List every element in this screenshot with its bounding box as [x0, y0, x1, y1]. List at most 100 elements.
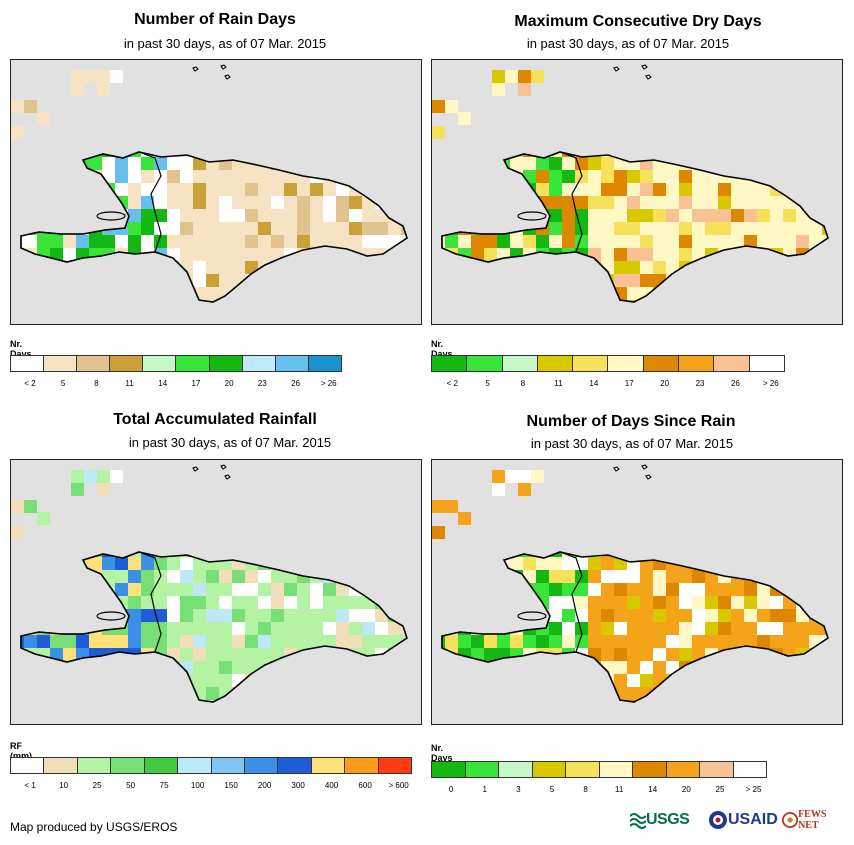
raster-cell: [219, 570, 232, 583]
raster-cell: [310, 287, 323, 300]
raster-cell: [744, 152, 757, 157]
raster-cell: [458, 700, 471, 702]
usgs-text: USGS: [646, 811, 690, 828]
raster-cell: [510, 183, 523, 196]
raster-cell: [549, 583, 562, 596]
raster-cell: [640, 222, 653, 235]
raster-cell: [445, 674, 458, 687]
raster-cell: [219, 274, 232, 287]
raster-cell: [731, 648, 744, 661]
raster-cell: [640, 661, 653, 674]
raster-cell: [50, 152, 63, 157]
islet-cell: [97, 83, 110, 96]
haiti-border: [20, 551, 162, 663]
raster-cell: [24, 674, 37, 687]
raster-cell: [718, 609, 731, 622]
raster-cell: [271, 300, 284, 302]
raster-cell: [310, 674, 323, 687]
islet-cell: [432, 100, 445, 113]
raster-cell: [796, 700, 809, 702]
raster-cell: [601, 222, 614, 235]
raster-cell: [770, 635, 783, 648]
raster-cell: [24, 557, 37, 570]
raster-cell: [115, 170, 128, 183]
raster-cell: [809, 661, 822, 674]
raster-cell: [180, 209, 193, 222]
raster-cell: [37, 209, 50, 222]
raster-cell: [757, 261, 770, 274]
raster-cell: [323, 609, 336, 622]
raster-cell: [640, 183, 653, 196]
raster-cell: [50, 557, 63, 570]
raster-cell: [744, 661, 757, 674]
raster-cell: [115, 248, 128, 261]
raster-cell: [523, 170, 536, 183]
raster-cell: [835, 209, 843, 222]
raster-cell: [102, 261, 115, 274]
raster-cell: [627, 552, 640, 557]
raster-cell: [128, 300, 141, 302]
raster-cell: [89, 157, 102, 170]
raster-cell: [310, 274, 323, 287]
raster-cell: [37, 300, 50, 302]
raster-cell: [757, 700, 770, 702]
raster-cell: [258, 552, 271, 557]
raster-cell: [796, 635, 809, 648]
raster-cell: [679, 622, 692, 635]
raster-cell: [323, 152, 336, 157]
raster-cell: [484, 635, 497, 648]
raster-cell: [336, 196, 349, 209]
raster-cell: [219, 152, 232, 157]
raster-cell: [310, 622, 323, 635]
raster-cell: [458, 170, 471, 183]
raster-cell: [167, 609, 180, 622]
raster-cell: [640, 700, 653, 702]
raster-cell: [349, 235, 362, 248]
raster-cell: [271, 183, 284, 196]
raster-cell: [445, 635, 458, 648]
legend-tick-label: < 2: [24, 379, 36, 388]
raster-cell: [63, 209, 76, 222]
raster-cell: [76, 700, 89, 702]
raster-cell: [310, 635, 323, 648]
raster-cell: [21, 674, 24, 687]
raster-cell: [653, 235, 666, 248]
raster-cell: [24, 687, 37, 700]
legend-ticks: 0 1 3 5 8 11 14 20 25 > 25: [431, 785, 851, 797]
raster-cell: [232, 596, 245, 609]
raster-cell: [601, 183, 614, 196]
raster-cell: [245, 674, 258, 687]
raster-cell: [128, 570, 141, 583]
raster-cell: [497, 287, 510, 300]
raster-cell: [614, 209, 627, 222]
raster-cell: [458, 596, 471, 609]
raster-cell: [562, 674, 575, 687]
raster-cell: [24, 300, 37, 302]
raster-cell: [76, 300, 89, 302]
islet-cell: [432, 500, 445, 513]
raster-cell: [375, 557, 388, 570]
raster-cell: [640, 622, 653, 635]
raster-cell: [375, 152, 388, 157]
raster-cell: [297, 300, 310, 302]
raster-cell: [679, 222, 692, 235]
raster-cell: [167, 596, 180, 609]
raster-cell: [692, 700, 705, 702]
legend-tick-label: 8: [94, 379, 99, 388]
raster-cell: [757, 687, 770, 700]
raster-cell: [76, 183, 89, 196]
raster-cell: [219, 300, 232, 302]
legend-title: RF (mm): [10, 741, 32, 761]
raster-cell: [310, 261, 323, 274]
raster-cell: [388, 300, 401, 302]
raster-cell: [388, 609, 401, 622]
raster-cell: [284, 287, 297, 300]
raster-cell: [297, 235, 310, 248]
raster-cell: [679, 674, 692, 687]
raster-cell: [24, 170, 37, 183]
raster-cell: [523, 570, 536, 583]
raster-cell: [744, 183, 757, 196]
raster-cell: [601, 248, 614, 261]
raster-cell: [770, 157, 783, 170]
raster-cell: [575, 300, 588, 302]
